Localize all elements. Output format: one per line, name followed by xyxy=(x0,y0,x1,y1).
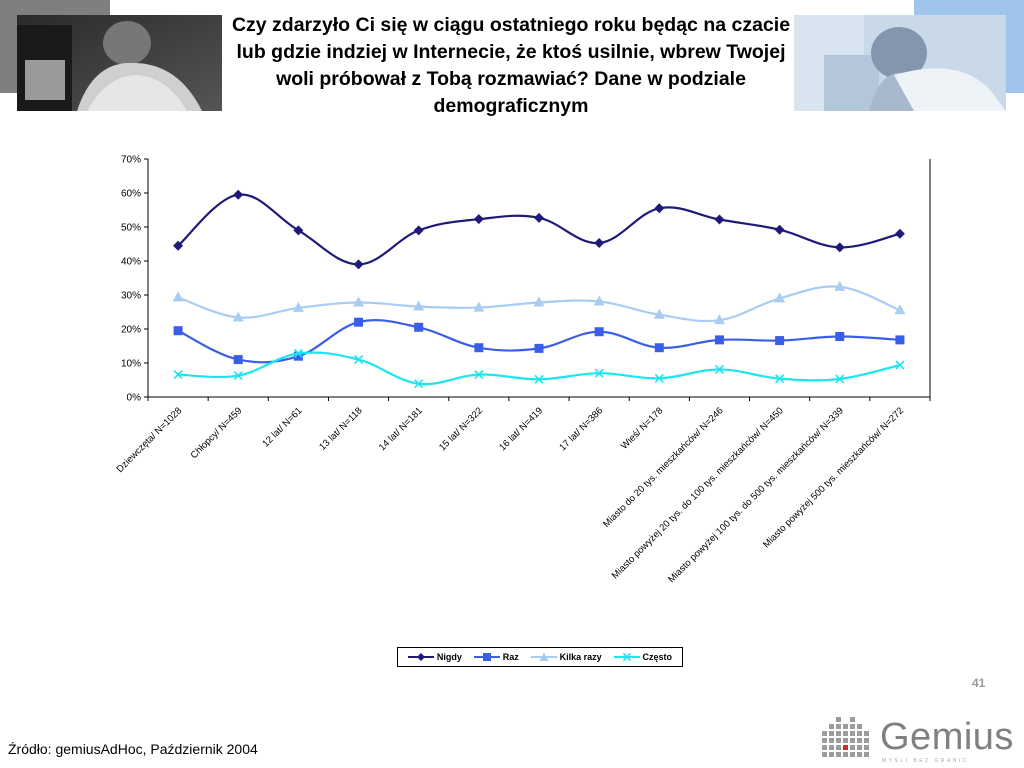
data-point-czesto xyxy=(654,373,664,383)
legend-label-kilka-razy: Kilka razy xyxy=(559,652,602,662)
data-point-raz xyxy=(714,335,724,345)
data-point-czesto xyxy=(895,360,905,370)
legend-key-nigdy xyxy=(407,653,434,661)
legend-item-raz: Raz xyxy=(473,652,519,662)
data-point-kilka-razy xyxy=(473,301,485,312)
x-tick-label: Miasto powyżej 500 tys. mieszkańców/ N=2… xyxy=(761,405,906,550)
data-point-czesto xyxy=(714,364,725,375)
legend-item-nigdy: Nigdy xyxy=(407,652,462,662)
data-point-kilka-razy xyxy=(593,295,605,306)
data-point-nigdy xyxy=(473,214,484,225)
legend-label-nigdy: Nigdy xyxy=(436,652,462,662)
y-tick-label: 70% xyxy=(121,155,141,166)
y-tick-label: 0% xyxy=(127,393,142,404)
legend-key-raz xyxy=(473,653,500,661)
data-point-raz xyxy=(534,343,544,353)
data-point-czesto xyxy=(775,374,785,384)
source-note: Źródło: gemiusAdHoc, Październik 2004 xyxy=(8,741,258,757)
x-tick-label: 17 lat/ N=386 xyxy=(557,405,605,453)
data-point-nigdy xyxy=(774,224,785,235)
data-point-kilka-razy xyxy=(292,301,304,312)
data-point-nigdy xyxy=(594,237,605,248)
data-point-kilka-razy xyxy=(232,311,244,322)
legend-key-czesto xyxy=(613,652,640,662)
x-tick-label: 14 lat/ N=181 xyxy=(377,405,425,453)
photo-left xyxy=(17,15,222,111)
legend-item-kilka-razy: Kilka razy xyxy=(530,652,602,662)
data-point-nigdy xyxy=(714,214,725,225)
data-point-czesto xyxy=(293,348,303,359)
data-point-raz xyxy=(835,331,845,341)
data-point-nigdy xyxy=(413,225,424,236)
data-point-nigdy xyxy=(233,189,244,200)
data-point-kilka-razy xyxy=(653,308,665,319)
data-point-kilka-razy xyxy=(894,304,906,315)
data-point-czesto xyxy=(534,374,544,384)
data-point-raz xyxy=(173,326,183,336)
data-point-czesto xyxy=(233,371,243,381)
y-tick-label: 50% xyxy=(121,223,141,234)
x-tick-label: 12 lat/ N=61 xyxy=(260,405,304,449)
data-point-kilka-razy xyxy=(774,292,786,303)
y-tick-label: 60% xyxy=(121,189,141,200)
legend-key-kilka-razy xyxy=(530,652,557,661)
data-point-kilka-razy xyxy=(713,314,725,325)
data-point-czesto xyxy=(594,368,604,378)
data-point-czesto xyxy=(173,369,183,380)
data-point-raz xyxy=(474,343,484,353)
data-point-raz xyxy=(775,336,785,346)
data-point-kilka-razy xyxy=(533,296,545,307)
series-line-nigdy xyxy=(177,193,901,266)
y-tick-label: 30% xyxy=(121,291,141,302)
data-point-kilka-razy xyxy=(172,291,184,302)
y-tick-label: 40% xyxy=(121,257,141,268)
data-point-nigdy xyxy=(293,225,304,236)
logo-wordmark: Gemius xyxy=(880,716,1014,758)
x-tick-label: Dziewczęta/ N=1028 xyxy=(115,405,185,475)
data-point-nigdy xyxy=(834,242,845,253)
photo-right xyxy=(794,15,1006,111)
logo-mark-icon xyxy=(822,717,869,757)
y-tick-label: 20% xyxy=(121,325,141,336)
data-point-czesto xyxy=(353,355,364,365)
logo-tagline: MYŚLI BEZ GRANIC xyxy=(882,758,969,764)
data-point-czesto xyxy=(414,379,424,389)
x-tick-label: Wieś/ N=178 xyxy=(619,405,665,451)
data-point-nigdy xyxy=(173,240,184,251)
data-point-kilka-razy xyxy=(413,300,425,311)
x-tick-label: 15 lat/ N=322 xyxy=(437,405,485,453)
x-tick-label: 16 lat/ N=419 xyxy=(497,405,545,453)
data-point-nigdy xyxy=(894,228,905,239)
slide-title: Czy zdarzyło Ci się w ciągu ostatniego r… xyxy=(231,14,791,117)
data-point-nigdy xyxy=(654,203,665,214)
data-point-raz xyxy=(293,351,303,361)
data-point-czesto xyxy=(474,369,484,380)
legend-item-czesto: Często xyxy=(613,652,673,662)
data-point-nigdy xyxy=(353,259,364,270)
data-point-nigdy xyxy=(534,212,544,223)
data-point-raz xyxy=(233,355,243,365)
x-tick-label: Chłopcy/ N=459 xyxy=(189,405,245,461)
data-point-raz xyxy=(594,327,604,337)
data-point-raz xyxy=(895,335,905,345)
x-tick-label: Miasto do 20 tys. mieszkańców/ N=246 xyxy=(601,405,725,529)
data-point-kilka-razy xyxy=(353,296,365,307)
legend-label-czesto: Często xyxy=(642,652,673,662)
legend-label-raz: Raz xyxy=(502,652,519,662)
chart-legend: Nigdy Raz Kilka razy Często xyxy=(397,647,683,667)
data-point-raz xyxy=(414,322,424,332)
data-point-czesto xyxy=(835,374,845,384)
data-point-raz xyxy=(654,343,664,353)
page-number: 41 xyxy=(972,676,986,690)
data-point-raz xyxy=(354,317,364,327)
y-tick-label: 10% xyxy=(121,359,141,370)
gemius-logo: Gemius MYŚLI BEZ GRANIC xyxy=(820,715,1020,765)
x-tick-label: 13 lat/ N=118 xyxy=(317,405,364,452)
data-point-kilka-razy xyxy=(834,280,846,291)
line-chart: 0% 10% 20% 30% 40% 50% 60% 70% Dziewczęta/ N=102… xyxy=(115,155,931,585)
